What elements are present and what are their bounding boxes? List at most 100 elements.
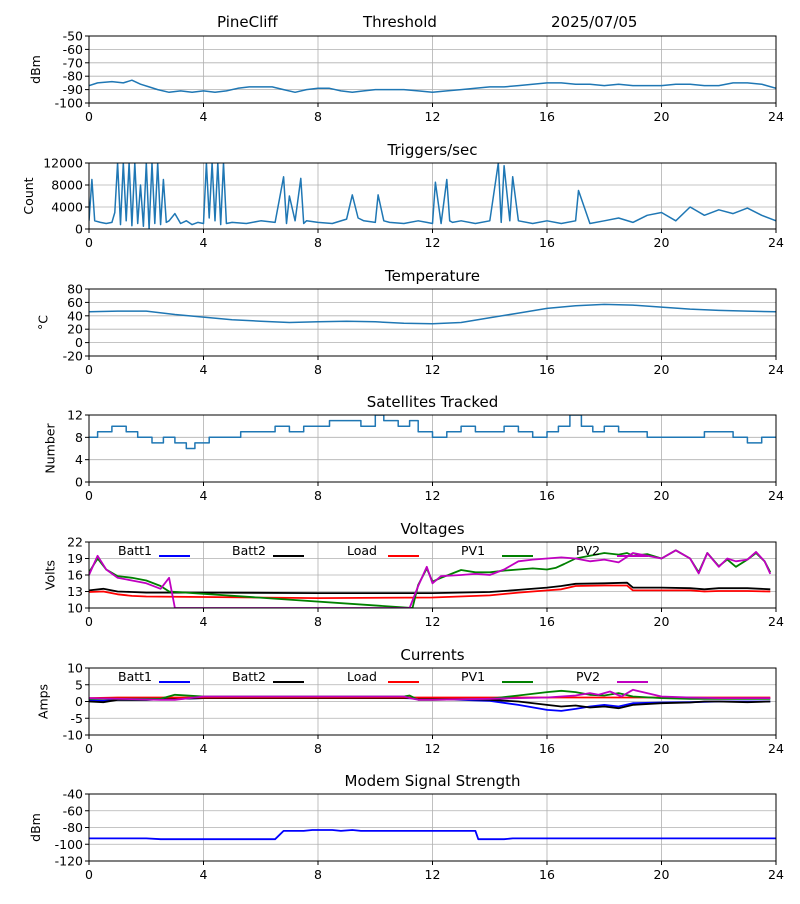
y-axis-label: Amps (35, 684, 50, 719)
legend-label-pv1: PV1 (461, 669, 485, 684)
series-line-triggers (89, 163, 776, 229)
y-axis-label: Number (43, 423, 58, 474)
series-line-rssi (89, 79, 776, 94)
x-tick-label: 24 (768, 235, 784, 250)
legend-label-batt1: Batt1 (118, 543, 152, 558)
panel-triggers: 0 4 8 12 16 20 24 0 4000 8000 12000 Count Triggers/s… (21, 141, 784, 250)
series-group (89, 688, 771, 712)
x-tick-label: 24 (768, 109, 784, 124)
x-tick-label: 12 (425, 362, 441, 377)
x-tick-label: 0 (85, 109, 93, 124)
y-tick-label: -100 (55, 96, 83, 111)
x-tick-label: 16 (539, 362, 555, 377)
legend-label-pv2: PV2 (576, 543, 600, 558)
legend-label-load: Load (347, 669, 377, 684)
x-tick-label: 12 (425, 109, 441, 124)
y-tick-label: -60 (63, 42, 83, 57)
x-tick-label: 12 (425, 741, 441, 756)
y-tick-label: 22 (67, 535, 83, 550)
y-tick-label: 16 (67, 568, 83, 583)
y-tick-label: 0 (75, 694, 83, 709)
y-axis-label: dBm (28, 55, 43, 84)
y-tick-label: -100 (55, 837, 83, 852)
legend-label-batt2: Batt2 (232, 543, 266, 558)
y-axis-label: Volts (43, 560, 58, 590)
series-line-satellites (89, 415, 776, 450)
series-line-pv1 (89, 549, 772, 608)
x-tick-label: 24 (768, 614, 784, 629)
x-tick-label: 0 (85, 488, 93, 503)
legend: Batt1 Batt2 Load PV1 PV2 (118, 543, 648, 558)
x-tick-label: 0 (85, 867, 93, 882)
x-tick-label: 4 (200, 109, 208, 124)
y-tick-label: -50 (63, 29, 83, 44)
y-tick-label: 10 (67, 601, 83, 616)
x-tick-label: 8 (314, 235, 322, 250)
legend-label-batt1: Batt1 (118, 669, 152, 684)
series-line-modem (89, 829, 776, 841)
y-axis-label: Count (21, 177, 36, 214)
series-line-pv2 (89, 549, 772, 608)
series-line-temperature (89, 303, 776, 325)
y-tick-label: 0 (75, 222, 83, 237)
y-tick-label: 4000 (51, 200, 83, 215)
x-tick-label: 20 (654, 235, 670, 250)
y-tick-label: 19 (67, 551, 83, 566)
y-tick-label: -80 (63, 69, 83, 84)
y-tick-label: 20 (67, 322, 83, 337)
panel-modem: 0 4 8 12 16 20 24 -120 -100 -80 -60-40 dBm Modem Sig… (28, 772, 784, 882)
series-group (89, 79, 776, 94)
y-tick-label: 80 (67, 282, 83, 297)
x-tick-label: 8 (314, 867, 322, 882)
y-tick-label: -90 (63, 82, 83, 97)
x-tick-label: 20 (654, 362, 670, 377)
x-tick-label: 20 (654, 867, 670, 882)
x-tick-label: 8 (314, 488, 322, 503)
y-tick-label: -20 (63, 349, 83, 364)
y-tick-label: -10 (63, 728, 83, 743)
x-tick-label: 24 (768, 867, 784, 882)
panel-title: Modem Signal Strength (345, 772, 521, 790)
panel-title: Satellites Tracked (367, 393, 498, 411)
x-tick-label: 0 (85, 741, 93, 756)
y-tick-label: -5 (71, 711, 83, 726)
y-tick-label: -40 (63, 787, 83, 802)
legend: Batt1 Batt2 Load PV1 PV2 (118, 669, 648, 684)
legend-label-load: Load (347, 543, 377, 558)
x-tick-label: 4 (200, 362, 208, 377)
x-tick-label: 16 (539, 235, 555, 250)
x-tick-label: 8 (314, 741, 322, 756)
x-tick-label: 20 (654, 614, 670, 629)
figure-header: PineCliff Threshold 2025/07/05 (217, 13, 637, 31)
panel-rssi: 0 4 8 12 16 20 24 -100-90-80-70-60-50 dBm (28, 29, 784, 125)
x-tick-label: 16 (539, 741, 555, 756)
x-tick-label: 24 (768, 741, 784, 756)
y-tick-label: 10 (67, 661, 83, 676)
x-tick-label: 4 (200, 488, 208, 503)
x-tick-label: 4 (200, 741, 208, 756)
x-tick-label: 8 (314, 614, 322, 629)
x-tick-label: 12 (425, 867, 441, 882)
x-tick-label: 4 (200, 235, 208, 250)
y-tick-label: 5 (75, 677, 83, 692)
x-tick-label: 8 (314, 362, 322, 377)
legend-label-pv1: PV1 (461, 543, 485, 558)
series-group (89, 163, 776, 229)
series-group (89, 549, 772, 608)
series-group (89, 303, 776, 325)
y-tick-label: 0 (75, 335, 83, 350)
series-line-pv2 (89, 688, 771, 701)
y-tick-label: -80 (63, 820, 83, 835)
y-tick-label: -70 (63, 55, 83, 70)
panel-title: Temperature (384, 267, 480, 285)
x-tick-label: 0 (85, 235, 93, 250)
y-tick-label: 4 (75, 452, 83, 467)
panel-title: Voltages (400, 520, 464, 538)
x-tick-label: 24 (768, 362, 784, 377)
y-tick-label: -120 (55, 854, 83, 869)
x-tick-label: 20 (654, 488, 670, 503)
